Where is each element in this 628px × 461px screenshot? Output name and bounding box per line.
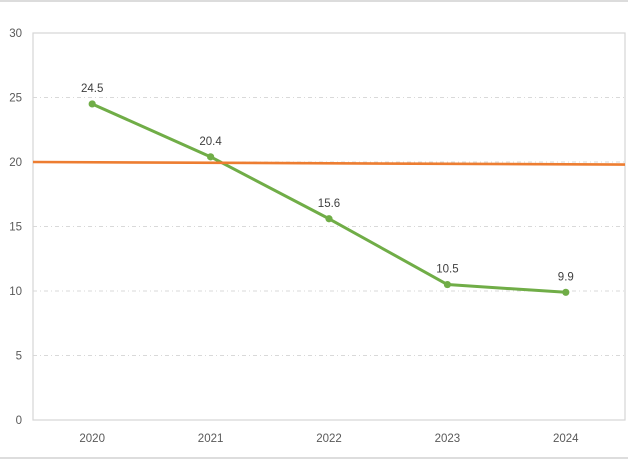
y-axis-tick-label: 10	[9, 286, 22, 298]
data-point-marker	[562, 288, 570, 296]
data-label: 15.6	[318, 198, 340, 210]
x-axis-tick-label: 2024	[553, 433, 579, 445]
x-axis-tick-label: 2023	[435, 433, 461, 445]
y-axis-tick-label: 25	[9, 93, 22, 105]
data-point-marker	[443, 280, 451, 289]
data-point-marker	[325, 215, 333, 223]
data-point-marker	[88, 100, 96, 108]
page-bottom-border	[0, 457, 628, 459]
data-label: 24.5	[81, 83, 103, 95]
y-axis-tick-label: 30	[9, 28, 22, 40]
x-axis-tick-label: 2022	[316, 433, 342, 445]
data-label: 20.4	[199, 136, 222, 148]
y-axis-tick-label: 5	[16, 351, 22, 363]
data-point-marker	[207, 153, 215, 161]
y-axis-tick-label: 0	[16, 415, 22, 427]
x-axis-tick-label: 2021	[198, 433, 224, 445]
y-axis-tick-label: 20	[9, 157, 22, 169]
plot-area-border	[32, 32, 626, 421]
x-axis-tick-label: 2020	[79, 433, 105, 445]
reference-line	[32, 160, 626, 166]
page-top-border	[0, 0, 628, 2]
data-label: 9.9	[558, 271, 574, 283]
data-label: 10.5	[436, 264, 458, 276]
y-axis-tick-label: 15	[9, 222, 22, 234]
